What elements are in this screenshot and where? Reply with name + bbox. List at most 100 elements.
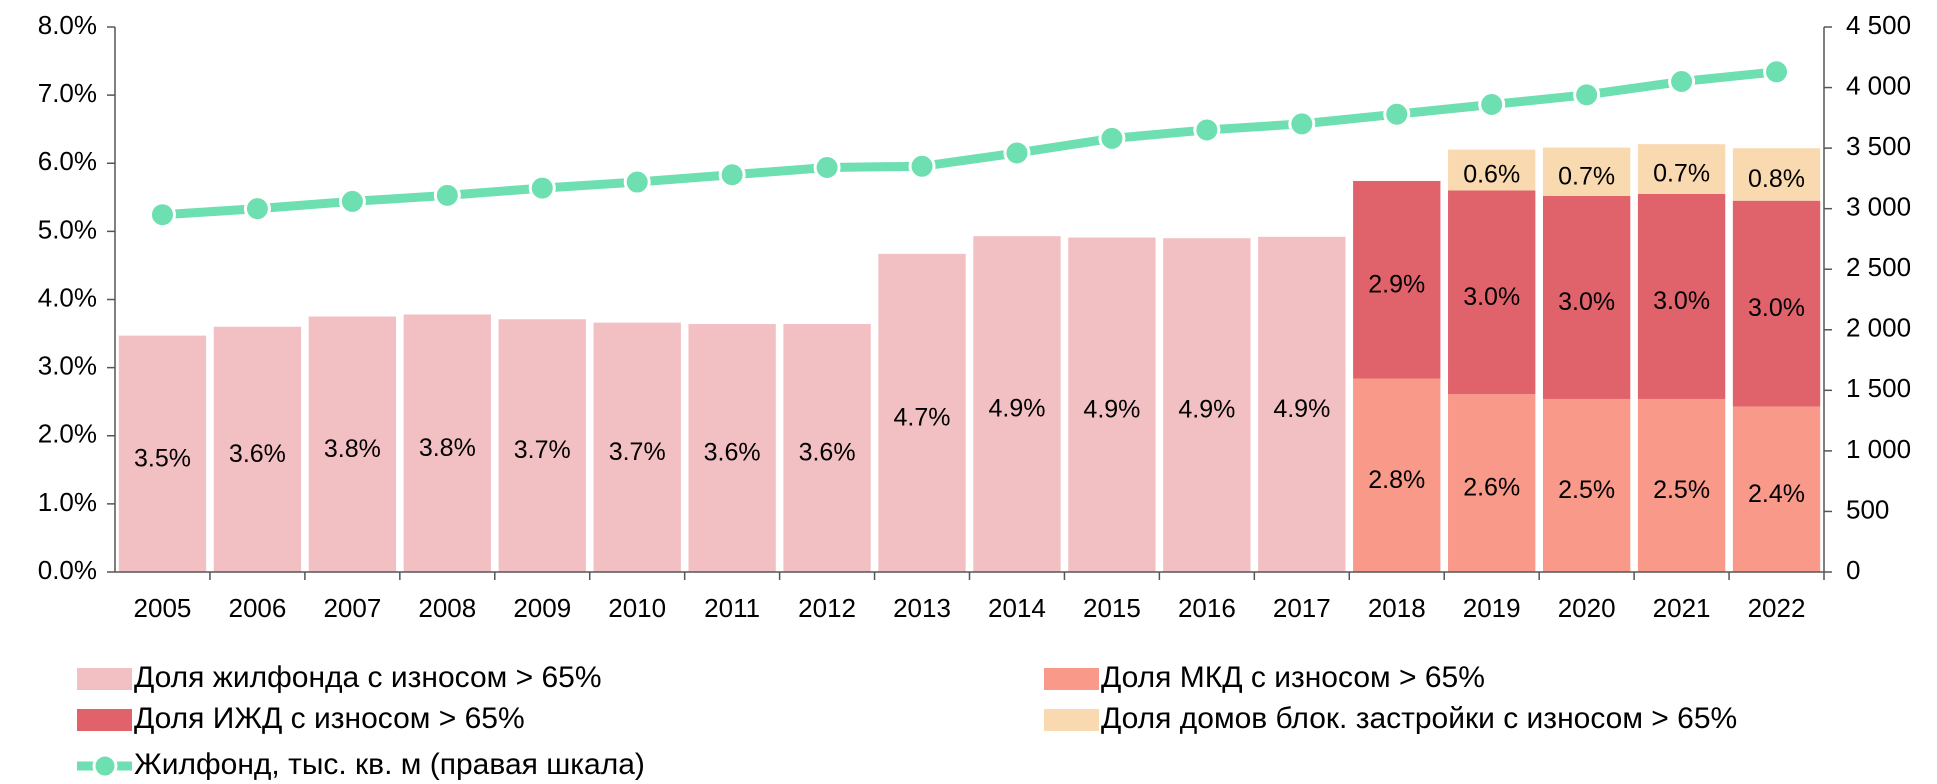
line-marker	[623, 168, 651, 196]
y2-tick-label: 1 500	[1846, 373, 1911, 403]
bar	[1353, 378, 1441, 572]
bar	[1732, 148, 1821, 201]
bar	[213, 326, 302, 572]
value-label: 2.9%	[1368, 270, 1425, 298]
y-tick-label: 4.0%	[38, 282, 97, 312]
value-label: 0.8%	[1748, 165, 1805, 193]
bar	[1732, 200, 1821, 407]
bar	[1258, 236, 1346, 572]
value-label: 4.9%	[1178, 396, 1235, 424]
line-marker	[1668, 68, 1696, 95]
value-label: 2.6%	[1463, 474, 1520, 502]
y-tick-label: 7.0%	[38, 78, 97, 108]
x-tick-label: 2017	[1273, 593, 1331, 623]
y2-tick-label: 2 500	[1846, 252, 1911, 282]
value-label: 3.0%	[1653, 287, 1710, 315]
value-label: 4.9%	[1273, 395, 1330, 423]
line-marker	[1003, 139, 1031, 167]
y-tick-label: 5.0%	[38, 214, 97, 244]
value-label: 3.0%	[1748, 294, 1805, 322]
value-label: 4.7%	[894, 404, 951, 432]
bar	[1068, 237, 1156, 572]
y2-tick-label: 1 000	[1846, 434, 1911, 464]
bar	[1448, 190, 1536, 395]
value-label: 0.7%	[1558, 162, 1615, 190]
legend-swatch	[77, 709, 132, 731]
bar	[783, 324, 871, 572]
x-tick-label: 2013	[893, 593, 951, 623]
value-label: 3.0%	[1463, 283, 1520, 311]
bar	[308, 316, 397, 572]
y-tick-label: 8.0%	[38, 10, 97, 40]
line-marker	[1193, 116, 1221, 144]
y2-tick-label: 2 000	[1846, 313, 1911, 343]
bar	[1353, 180, 1441, 379]
x-tick-label: 2007	[323, 593, 381, 623]
legend-swatch	[77, 668, 132, 690]
x-tick-label: 2022	[1748, 593, 1806, 623]
line-marker	[1763, 58, 1791, 86]
x-tick-label: 2006	[228, 593, 286, 623]
x-tick-label: 2011	[704, 593, 760, 623]
line-marker	[813, 153, 841, 181]
y-tick-label: 6.0%	[38, 146, 97, 176]
x-tick-label: 2009	[513, 593, 571, 623]
line-marker	[338, 187, 366, 215]
value-label: 2.5%	[1558, 476, 1615, 504]
line-marker	[1478, 91, 1506, 119]
bar	[593, 322, 681, 572]
y2-tick-label: 3 500	[1846, 131, 1911, 161]
value-label: 3.8%	[324, 435, 381, 463]
y2-tick-label: 0	[1846, 555, 1860, 585]
y2-tick-label: 3 000	[1846, 192, 1911, 222]
x-tick-label: 2014	[988, 593, 1046, 623]
x-tick-label: 2018	[1368, 593, 1426, 623]
bar	[498, 319, 586, 572]
value-label: 3.0%	[1558, 288, 1615, 316]
value-label: 4.9%	[1083, 395, 1140, 423]
bar	[1732, 406, 1821, 572]
value-label: 2.4%	[1748, 480, 1805, 508]
value-label: 3.7%	[514, 436, 571, 464]
bar	[878, 253, 966, 572]
line-marker	[1383, 100, 1411, 128]
x-tick-label: 2019	[1463, 593, 1521, 623]
y2-tick-label: 4 000	[1846, 70, 1911, 100]
legend-label: Доля МКД с износом > 65%	[1101, 661, 1485, 694]
x-tick-label: 2020	[1558, 593, 1616, 623]
bar	[973, 236, 1061, 573]
y2-tick-label: 500	[1846, 494, 1889, 524]
value-label: 3.6%	[799, 439, 856, 467]
bar	[1637, 398, 1726, 572]
y-tick-label: 2.0%	[38, 419, 97, 449]
value-label: 2.5%	[1653, 476, 1710, 504]
value-label: 0.7%	[1653, 160, 1710, 188]
bar	[1448, 149, 1536, 191]
legend-swatch	[1044, 709, 1099, 731]
bar	[688, 324, 776, 572]
legend-marker	[92, 753, 118, 779]
value-label: 3.5%	[134, 444, 191, 472]
x-tick-label: 2021	[1653, 593, 1711, 623]
y2-tick-label: 4 500	[1846, 10, 1911, 40]
value-label: 0.6%	[1463, 161, 1520, 189]
bar	[1163, 238, 1251, 572]
value-label: 3.8%	[419, 434, 476, 462]
y-tick-label: 0.0%	[38, 555, 97, 585]
value-label: 3.7%	[609, 438, 666, 466]
value-label: 2.8%	[1368, 466, 1425, 494]
y-tick-label: 1.0%	[38, 487, 97, 517]
bar	[1637, 193, 1726, 399]
x-tick-label: 2015	[1083, 593, 1141, 623]
x-tick-label: 2005	[134, 593, 192, 623]
line-marker	[243, 195, 271, 223]
legend-label: Доля жилфонда с износом > 65%	[134, 661, 602, 694]
line-marker	[1098, 124, 1126, 152]
bar	[1637, 144, 1726, 194]
line	[162, 67, 1777, 220]
y-tick-label: 3.0%	[38, 351, 97, 381]
bar	[403, 314, 491, 572]
x-tick-label: 2012	[798, 593, 856, 623]
